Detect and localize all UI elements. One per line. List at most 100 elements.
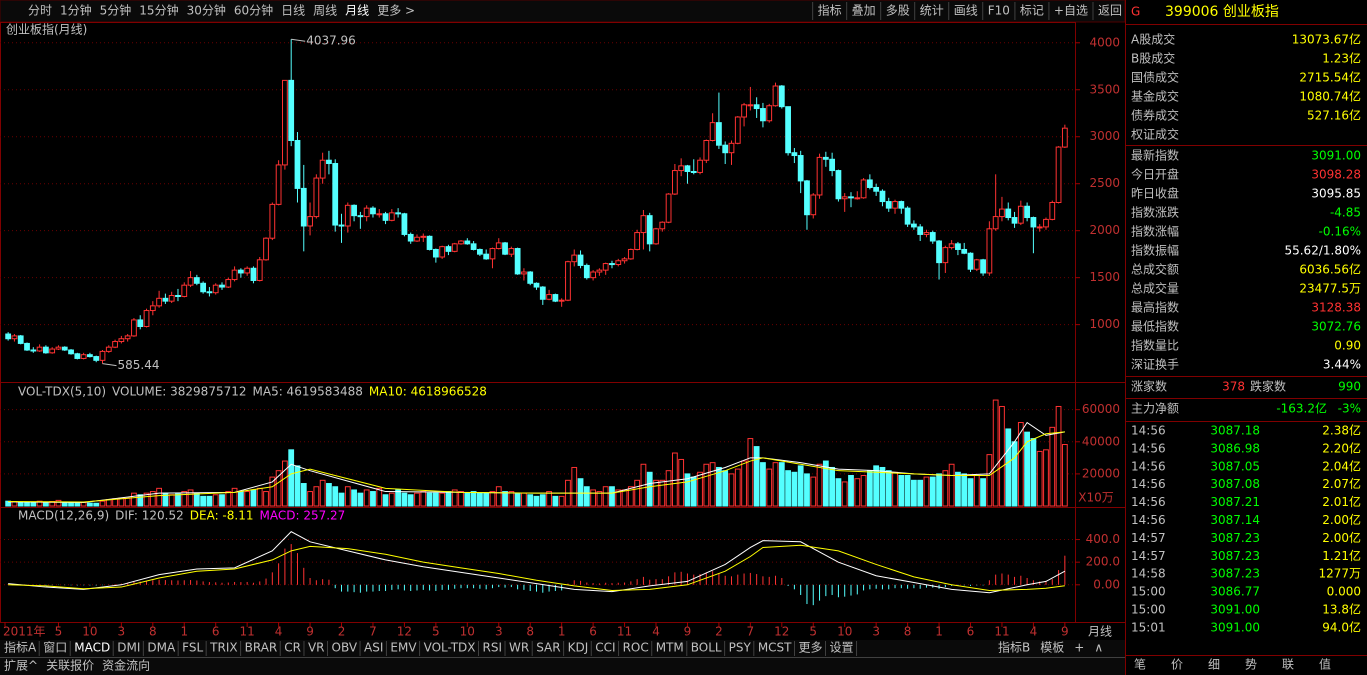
y-tick-label: 20000 bbox=[1082, 466, 1120, 480]
tick-time: 14:56 bbox=[1131, 424, 1166, 438]
candle-body bbox=[533, 282, 540, 288]
indicator-tab[interactable]: EMV bbox=[390, 641, 417, 655]
tick-price: 3087.14 bbox=[1210, 513, 1260, 527]
indicator-tab[interactable]: ASI bbox=[364, 641, 383, 655]
indicator-tab[interactable]: VOL-TDX bbox=[424, 641, 476, 655]
candle-body bbox=[760, 108, 766, 122]
candle-body bbox=[810, 194, 817, 216]
indicator-tab[interactable]: 更多 bbox=[799, 641, 823, 655]
period-tab[interactable]: 15分钟 bbox=[139, 3, 178, 18]
volume-bar bbox=[854, 478, 861, 507]
quote-label: 今日开盘 bbox=[1131, 167, 1179, 182]
candle-body bbox=[439, 246, 446, 258]
candle-body bbox=[464, 240, 471, 245]
period-tab[interactable]: 更多 > bbox=[377, 4, 415, 18]
indicator-tab[interactable]: DMA bbox=[147, 641, 176, 655]
indicator-tab[interactable]: 窗口 bbox=[43, 641, 67, 655]
template-tab[interactable]: ∧ bbox=[1094, 641, 1103, 655]
tool-button[interactable]: 统计 bbox=[920, 4, 944, 18]
volume-bar bbox=[458, 491, 464, 507]
tool-button[interactable]: 多股 bbox=[886, 4, 910, 18]
candle-body bbox=[854, 197, 861, 200]
tool-button[interactable]: 标记 bbox=[1020, 4, 1044, 18]
volume-bar bbox=[772, 462, 779, 507]
indicator-tab[interactable]: TRIX bbox=[209, 641, 237, 655]
quote-tab[interactable]: 笔 bbox=[1134, 657, 1146, 672]
period-tab[interactable]: 分时 bbox=[28, 4, 52, 18]
indicator-tab[interactable]: FSL bbox=[182, 641, 203, 655]
candle-body bbox=[175, 295, 181, 298]
period-tab[interactable]: 1分钟 bbox=[60, 3, 92, 18]
quote-tab[interactable]: 联 bbox=[1282, 658, 1294, 672]
period-tab[interactable]: 5分钟 bbox=[100, 3, 132, 18]
volume-bar bbox=[999, 405, 1005, 507]
tool-button[interactable]: 叠加 bbox=[852, 4, 876, 18]
indicator-tab[interactable]: OBV bbox=[332, 641, 358, 655]
x-tick-label: 7 bbox=[747, 625, 755, 639]
indicator-tab[interactable]: ROC bbox=[623, 641, 649, 655]
indicator-tab[interactable]: CCI bbox=[595, 641, 615, 655]
period-tab[interactable]: 30分钟 bbox=[187, 3, 226, 18]
indicator-tab[interactable]: 设置 bbox=[830, 641, 854, 655]
extra-tab[interactable]: 关联报价 bbox=[46, 658, 94, 673]
volume-bar bbox=[206, 495, 213, 507]
indicator-tab[interactable]: VR bbox=[308, 641, 325, 655]
extra-tab[interactable]: 资金流向 bbox=[102, 658, 150, 673]
volume-bar bbox=[911, 479, 917, 507]
tick-time: 15:00 bbox=[1131, 585, 1166, 599]
volume-bar bbox=[508, 491, 515, 507]
period-tab[interactable]: 日线 bbox=[281, 4, 305, 18]
tick-time: 14:57 bbox=[1131, 531, 1166, 545]
volume-bar bbox=[219, 494, 225, 507]
market-code: G bbox=[1131, 5, 1140, 19]
volume-bar bbox=[87, 502, 93, 507]
extra-tab[interactable]: 扩展^ bbox=[4, 659, 38, 673]
indicator-tab[interactable]: RSI bbox=[483, 641, 503, 655]
volume-bar bbox=[552, 495, 559, 507]
candle-body bbox=[885, 201, 892, 209]
candle-body bbox=[942, 247, 949, 264]
quote-tab[interactable]: 值 bbox=[1319, 657, 1331, 672]
period-tab[interactable]: 60分钟 bbox=[234, 3, 273, 18]
indicator-tab[interactable]: MACD bbox=[74, 641, 110, 655]
period-tab[interactable]: 月线 bbox=[345, 4, 369, 18]
indicator-tab[interactable]: BRAR bbox=[245, 641, 278, 655]
indicator-tab[interactable]: MCST bbox=[758, 641, 792, 655]
flow-pct: -3% bbox=[1338, 402, 1361, 416]
tool-button[interactable]: 画线 bbox=[954, 4, 978, 18]
tool-button[interactable]: F10 bbox=[988, 4, 1010, 18]
template-tab[interactable]: 指标B bbox=[998, 640, 1030, 655]
quote-tab[interactable]: 价 bbox=[1171, 658, 1183, 672]
period-tab[interactable]: 周线 bbox=[313, 4, 337, 18]
tick-volume: 0.000 bbox=[1327, 585, 1361, 599]
template-tab[interactable]: 模板 bbox=[1040, 641, 1064, 655]
indicator-tab[interactable]: WR bbox=[509, 641, 529, 655]
candle-body bbox=[332, 163, 339, 226]
indicator-tab[interactable]: DMI bbox=[117, 641, 140, 655]
candle-body bbox=[1049, 202, 1056, 220]
candle-body bbox=[68, 349, 74, 355]
x-tick-label: 9 bbox=[684, 625, 692, 639]
candle-body bbox=[822, 156, 829, 160]
quote-tab[interactable]: 势 bbox=[1245, 658, 1257, 672]
candle-body bbox=[206, 291, 213, 294]
candle-body bbox=[225, 279, 232, 288]
tool-button[interactable]: +自选 bbox=[1054, 4, 1088, 18]
indicator-tab[interactable]: PSY bbox=[729, 641, 752, 655]
tick-time: 14:56 bbox=[1131, 513, 1166, 527]
indicator-tab[interactable]: BOLL bbox=[691, 641, 722, 655]
volume-bar bbox=[973, 475, 980, 507]
template-tab[interactable]: + bbox=[1074, 641, 1084, 655]
indicator-tab[interactable]: KDJ bbox=[568, 641, 589, 655]
indicator-tab[interactable]: CR bbox=[284, 641, 301, 655]
indicator-tab[interactable]: SAR bbox=[536, 641, 560, 655]
candle-body bbox=[772, 85, 779, 107]
tool-button[interactable]: 返回 bbox=[1098, 4, 1122, 18]
tool-button[interactable]: 指标 bbox=[818, 3, 842, 18]
candle-body bbox=[791, 152, 798, 157]
tick-time: 14:56 bbox=[1131, 495, 1166, 509]
quote-tab[interactable]: 细 bbox=[1208, 658, 1220, 672]
indicator-tab[interactable]: 指标A bbox=[4, 640, 37, 655]
indicator-tab[interactable]: MTM bbox=[656, 641, 684, 655]
